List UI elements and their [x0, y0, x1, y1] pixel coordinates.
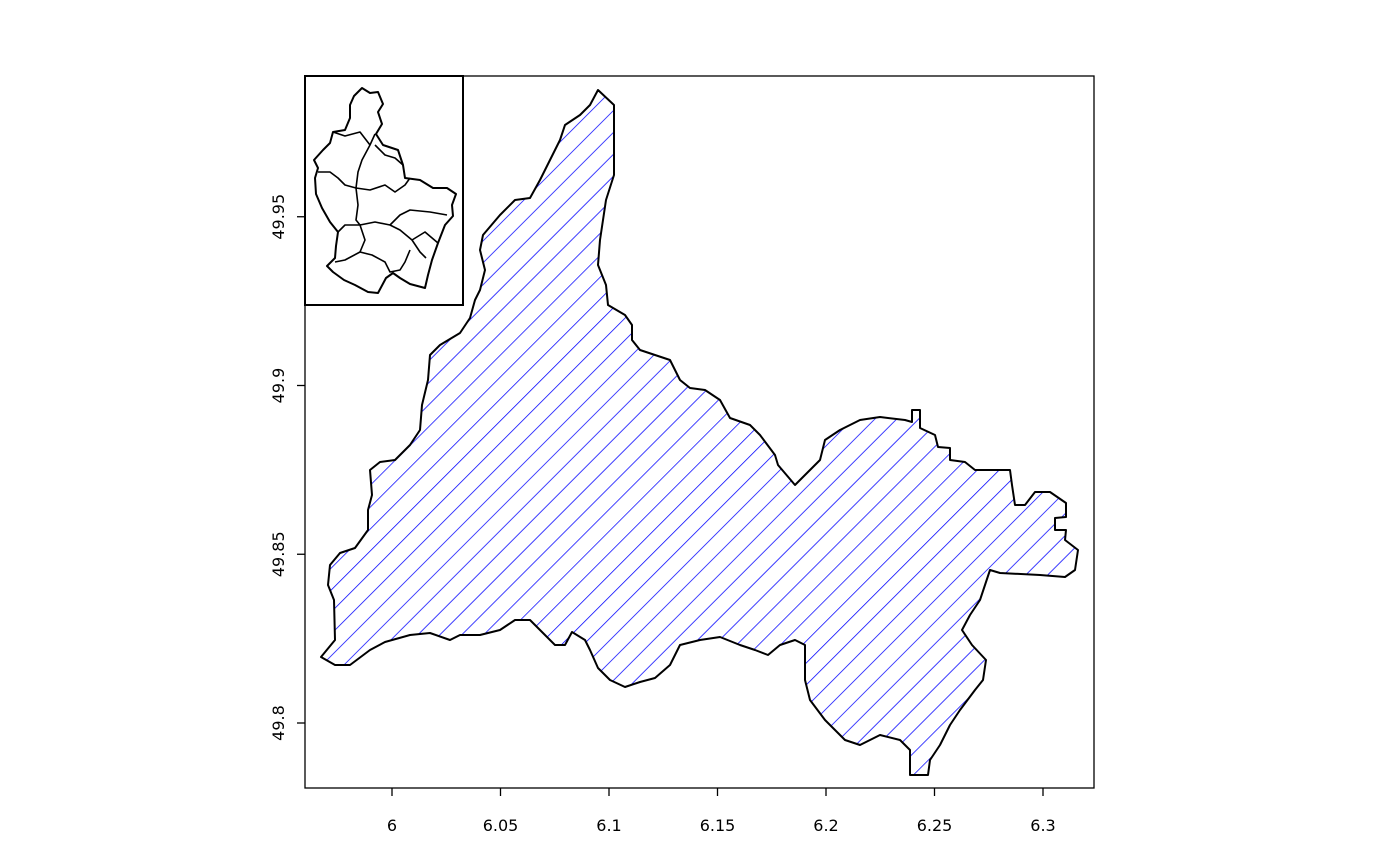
x-tick-label: 6.3 — [1030, 816, 1055, 835]
x-tick-label: 6.05 — [483, 816, 519, 835]
inset-map — [304, 75, 464, 306]
region-polygon — [320, 89, 1079, 776]
y-tick-label: 49.85 — [269, 531, 288, 577]
inset-country-outline — [313, 87, 457, 294]
y-tick-label: 49.8 — [269, 705, 288, 741]
x-tick-label: 6 — [387, 816, 397, 835]
x-tick-label: 6.1 — [596, 816, 621, 835]
y-tick-label: 49.9 — [269, 368, 288, 404]
plot-frame — [304, 75, 1095, 789]
y-tick-label: 49.95 — [269, 194, 288, 240]
inset-canton-borders — [318, 131, 448, 273]
x-tick-label: 6.2 — [813, 816, 838, 835]
x-tick-label: 6.15 — [700, 816, 736, 835]
x-tick-label: 6.25 — [917, 816, 953, 835]
